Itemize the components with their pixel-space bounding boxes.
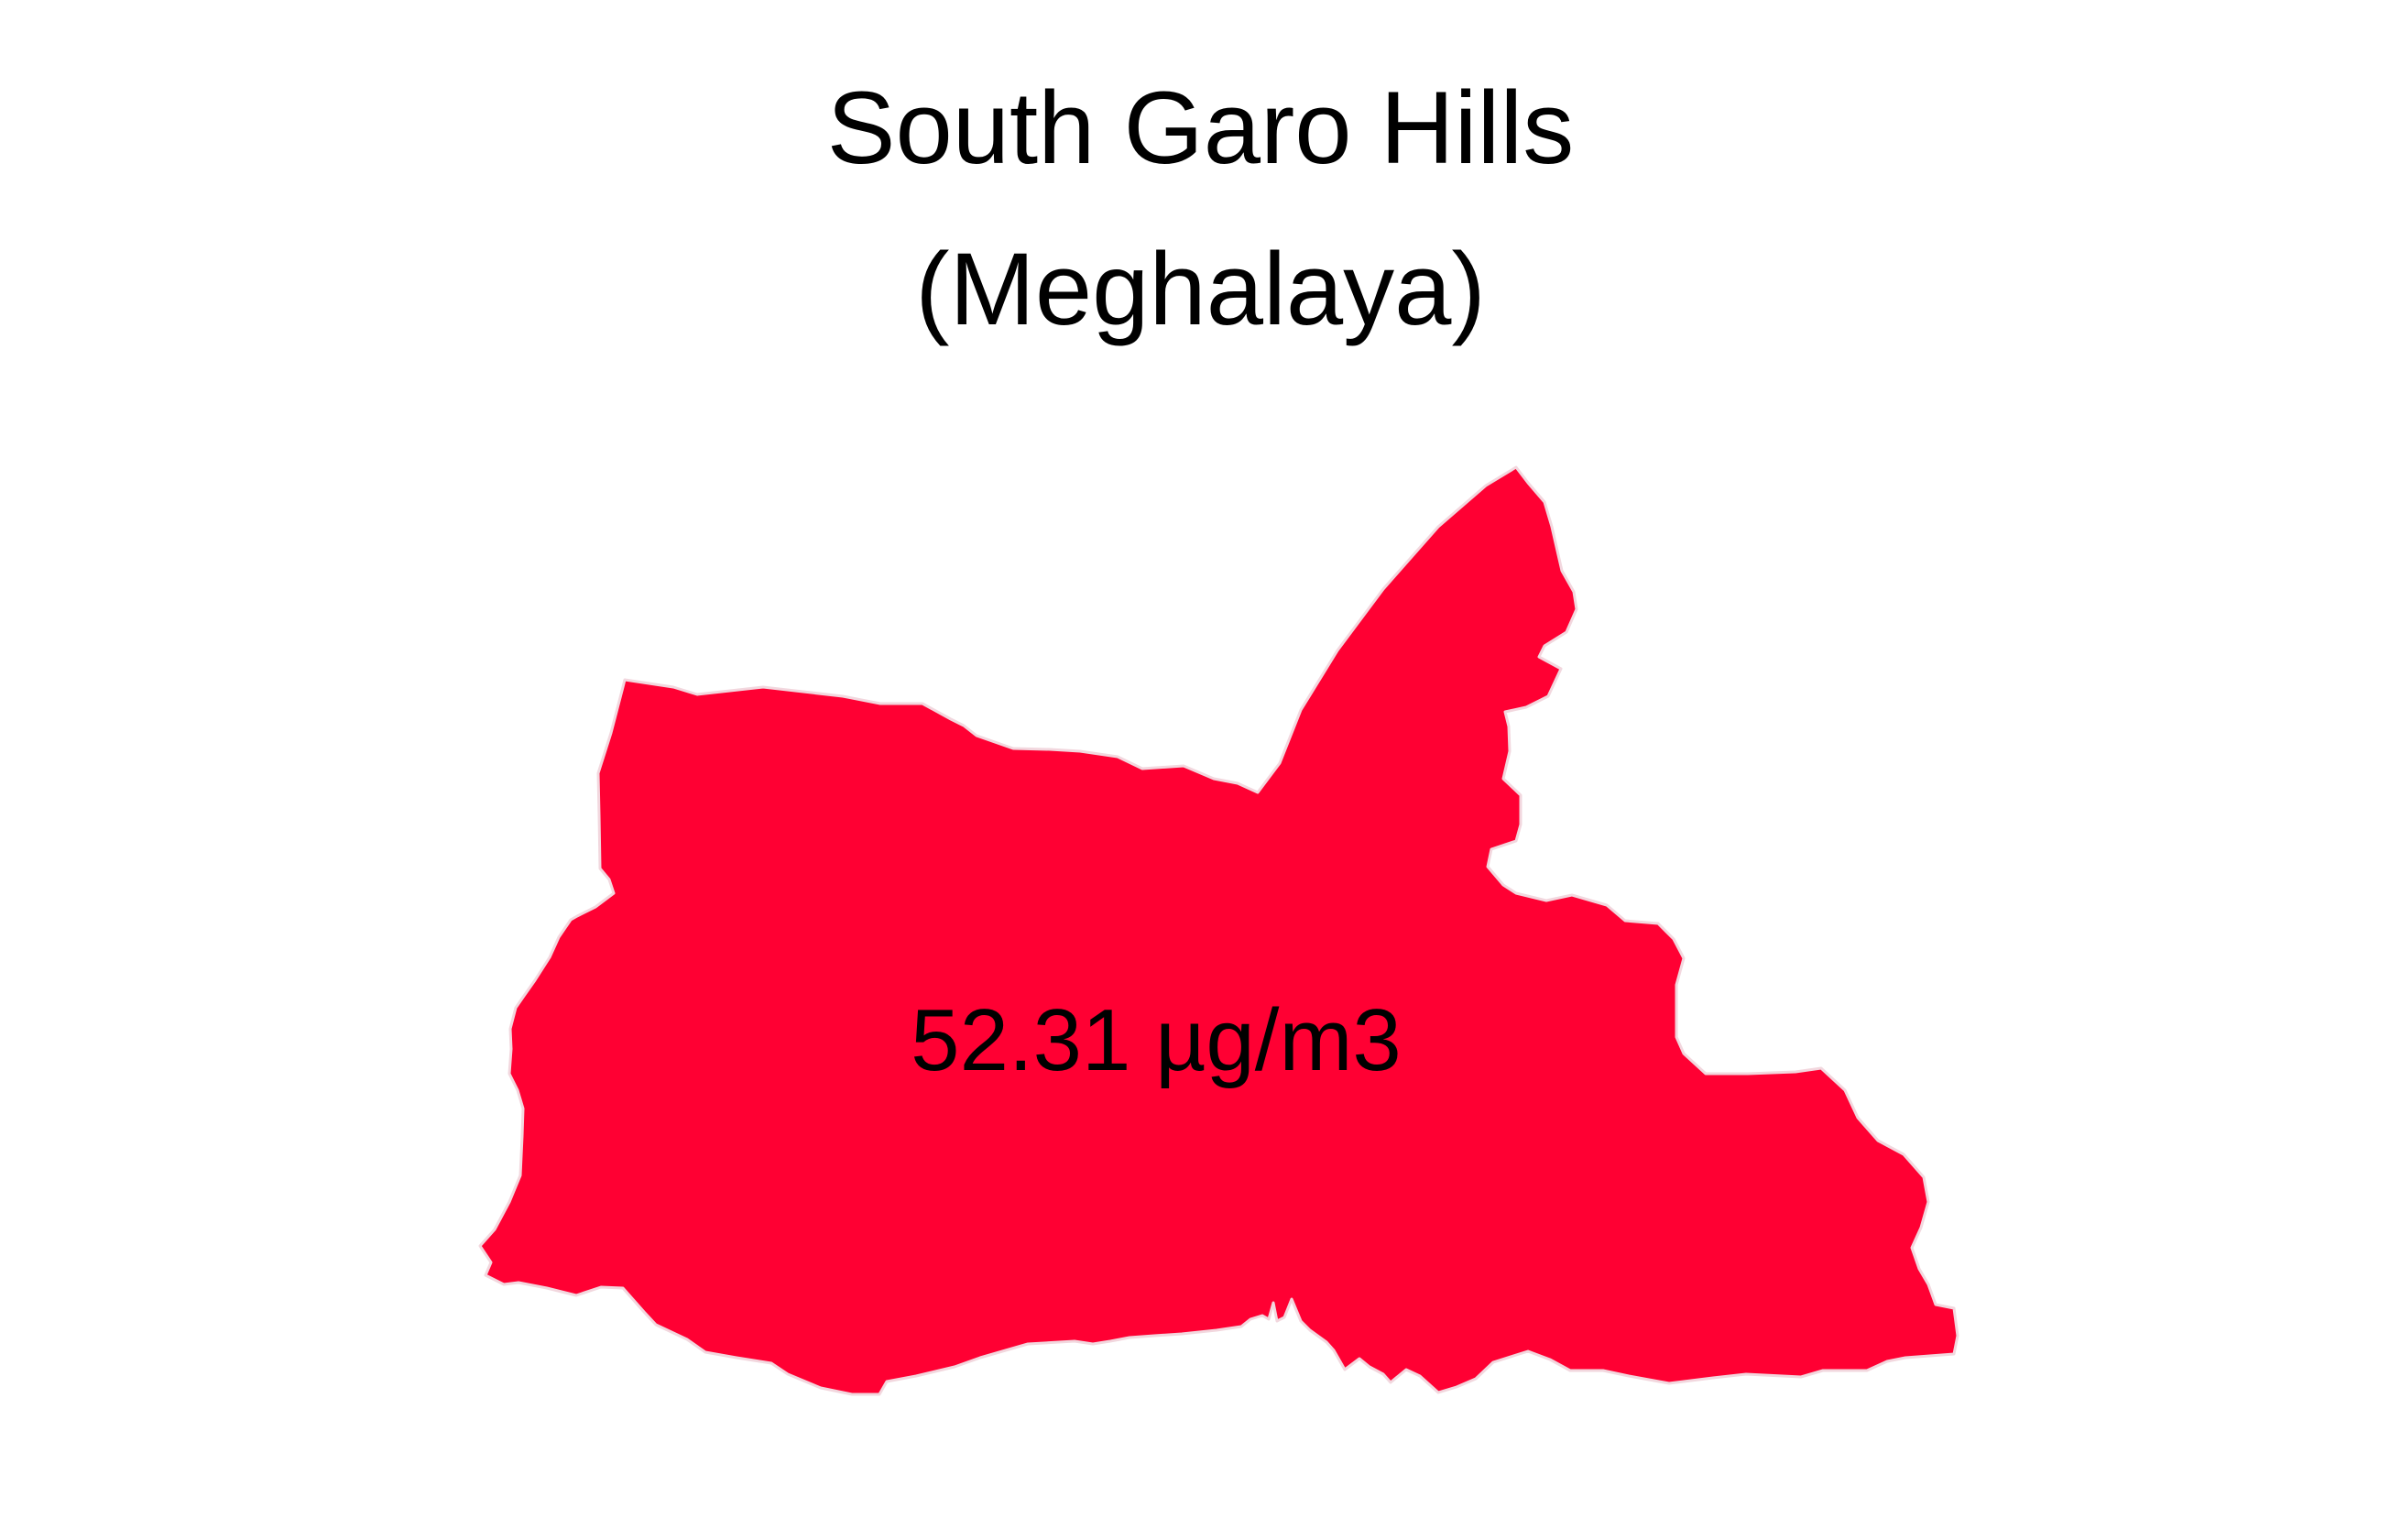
district-value-label: 52.31 µg/m3 <box>911 991 1402 1089</box>
district-region <box>478 465 1959 1396</box>
map-title-block: South Garo Hills (Meghalaya) <box>0 48 2401 370</box>
map-title: South Garo Hills <box>826 71 1575 185</box>
map-subtitle: (Meghalaya) <box>915 232 1486 346</box>
